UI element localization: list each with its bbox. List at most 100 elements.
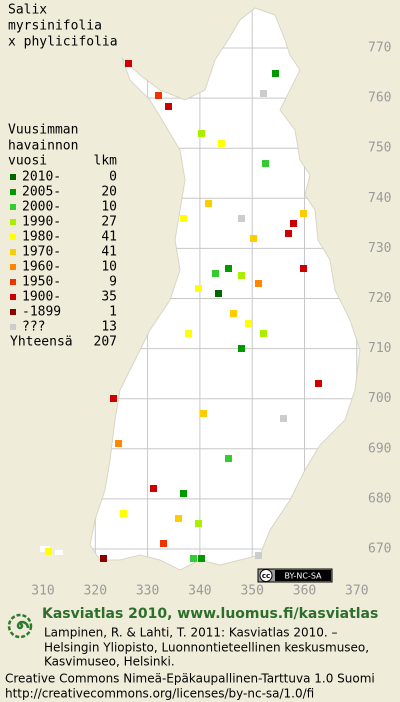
observation xyxy=(198,130,205,137)
observation xyxy=(198,555,205,562)
observation xyxy=(115,440,122,447)
legend-count: 1 xyxy=(109,305,117,320)
legend-swatch xyxy=(10,324,16,330)
observation xyxy=(300,210,307,217)
legend-header: havainnon xyxy=(8,139,78,154)
x-grid-label: 360 xyxy=(293,584,316,599)
y-grid-label: 730 xyxy=(368,241,391,256)
total-count: 207 xyxy=(94,335,117,350)
legend-count: 10 xyxy=(101,200,117,215)
x-grid-label: 350 xyxy=(240,584,263,599)
cc-circle xyxy=(259,569,273,582)
logo xyxy=(7,613,33,639)
y-grid-label: 740 xyxy=(368,191,391,206)
x-grid-label: 330 xyxy=(136,584,159,599)
license-line: http://creativecommons.org/licenses/by-n… xyxy=(5,687,314,701)
observation xyxy=(125,60,132,67)
observation xyxy=(175,515,182,522)
observation xyxy=(238,215,245,222)
observation xyxy=(238,345,245,352)
legend-label: 1980- xyxy=(22,230,61,245)
legend-count-header: lkm xyxy=(94,154,118,169)
legend-count: 41 xyxy=(101,245,117,260)
legend-swatch xyxy=(10,279,16,285)
title-line: Salix xyxy=(8,3,47,18)
observation xyxy=(200,410,207,417)
observation xyxy=(185,330,192,337)
site-title: Kasviatlas 2010, www.luomus.fi/kasviatla… xyxy=(42,606,378,622)
cc-symbol: cc xyxy=(262,572,270,580)
y-grid-label: 680 xyxy=(368,491,391,506)
title: Salix myrsinifolia x phylicifolia xyxy=(8,3,118,50)
y-grid-label: 710 xyxy=(368,341,391,356)
observation xyxy=(245,320,252,327)
observation xyxy=(260,330,267,337)
observation xyxy=(180,215,187,222)
observation xyxy=(195,520,202,527)
observation xyxy=(165,103,172,110)
legend-label: 2000- xyxy=(22,200,61,215)
y-grid-label: 690 xyxy=(368,441,391,456)
legend-header: Vuusimman xyxy=(8,123,78,138)
island xyxy=(55,550,63,555)
observation xyxy=(100,555,107,562)
legend-swatch xyxy=(10,204,16,210)
legend-swatch xyxy=(10,234,16,240)
legend-swatch xyxy=(10,249,16,255)
x-grid-label: 340 xyxy=(188,584,211,599)
legend-header: vuosi xyxy=(8,154,47,169)
observations xyxy=(45,60,322,562)
legend-swatch xyxy=(10,294,16,300)
y-grid-label: 770 xyxy=(368,41,391,56)
license-badge: cc BY-NC-SA xyxy=(257,568,333,583)
legend-count: 27 xyxy=(101,215,117,230)
legend-count: 35 xyxy=(101,290,117,305)
observation xyxy=(205,200,212,207)
observation xyxy=(150,485,157,492)
observation xyxy=(300,265,307,272)
observation xyxy=(290,220,297,227)
observation xyxy=(155,92,162,99)
badge-strip xyxy=(275,570,331,581)
title-line: x phylicifolia xyxy=(8,35,118,50)
logo-ring xyxy=(7,613,33,639)
legend-count: 0 xyxy=(109,170,117,185)
observation xyxy=(255,552,262,559)
legend-swatch xyxy=(10,309,16,315)
citation-line: Kasvimuseo, Helsinki. xyxy=(44,655,175,669)
observation xyxy=(225,265,232,272)
observation xyxy=(260,90,267,97)
legend-label: 1900- xyxy=(22,290,61,305)
legend-label: 2005- xyxy=(22,185,61,200)
y-grid-label: 760 xyxy=(368,91,391,106)
observation xyxy=(225,455,232,462)
observation xyxy=(160,540,167,547)
observation xyxy=(45,548,52,555)
legend-count: 9 xyxy=(109,275,117,290)
legend-label: ??? xyxy=(22,320,45,335)
citation-line: Lampinen, R. & Lahti, T. 2011: Kasviatla… xyxy=(44,626,338,640)
citation-line: Helsingin Yliopisto, Luonnontieteellinen… xyxy=(44,641,369,655)
legend-swatch xyxy=(10,174,16,180)
observation xyxy=(250,235,257,242)
observation xyxy=(230,310,237,317)
observation xyxy=(285,230,292,237)
legend-count: 20 xyxy=(101,185,117,200)
legend-label: 1960- xyxy=(22,260,61,275)
legend-label: 1970- xyxy=(22,245,61,260)
y-grid-label: 700 xyxy=(368,391,391,406)
legend-count: 10 xyxy=(101,260,117,275)
legend-label: -1899 xyxy=(22,305,61,320)
license-line: Creative Commons Nimeä-Epäkaupallinen-Ta… xyxy=(5,672,375,686)
observation xyxy=(212,270,219,277)
legend-swatch xyxy=(10,264,16,270)
observation xyxy=(272,70,279,77)
observation xyxy=(110,395,117,402)
legend: Vuusimman havainnon vuosi lkm 2010- 0 2005… xyxy=(8,123,117,350)
x-grid-label: 370 xyxy=(345,584,368,599)
observation xyxy=(120,510,127,517)
legend-count: 41 xyxy=(101,230,117,245)
badge-text: BY-NC-SA xyxy=(284,572,322,581)
observation xyxy=(280,415,287,422)
